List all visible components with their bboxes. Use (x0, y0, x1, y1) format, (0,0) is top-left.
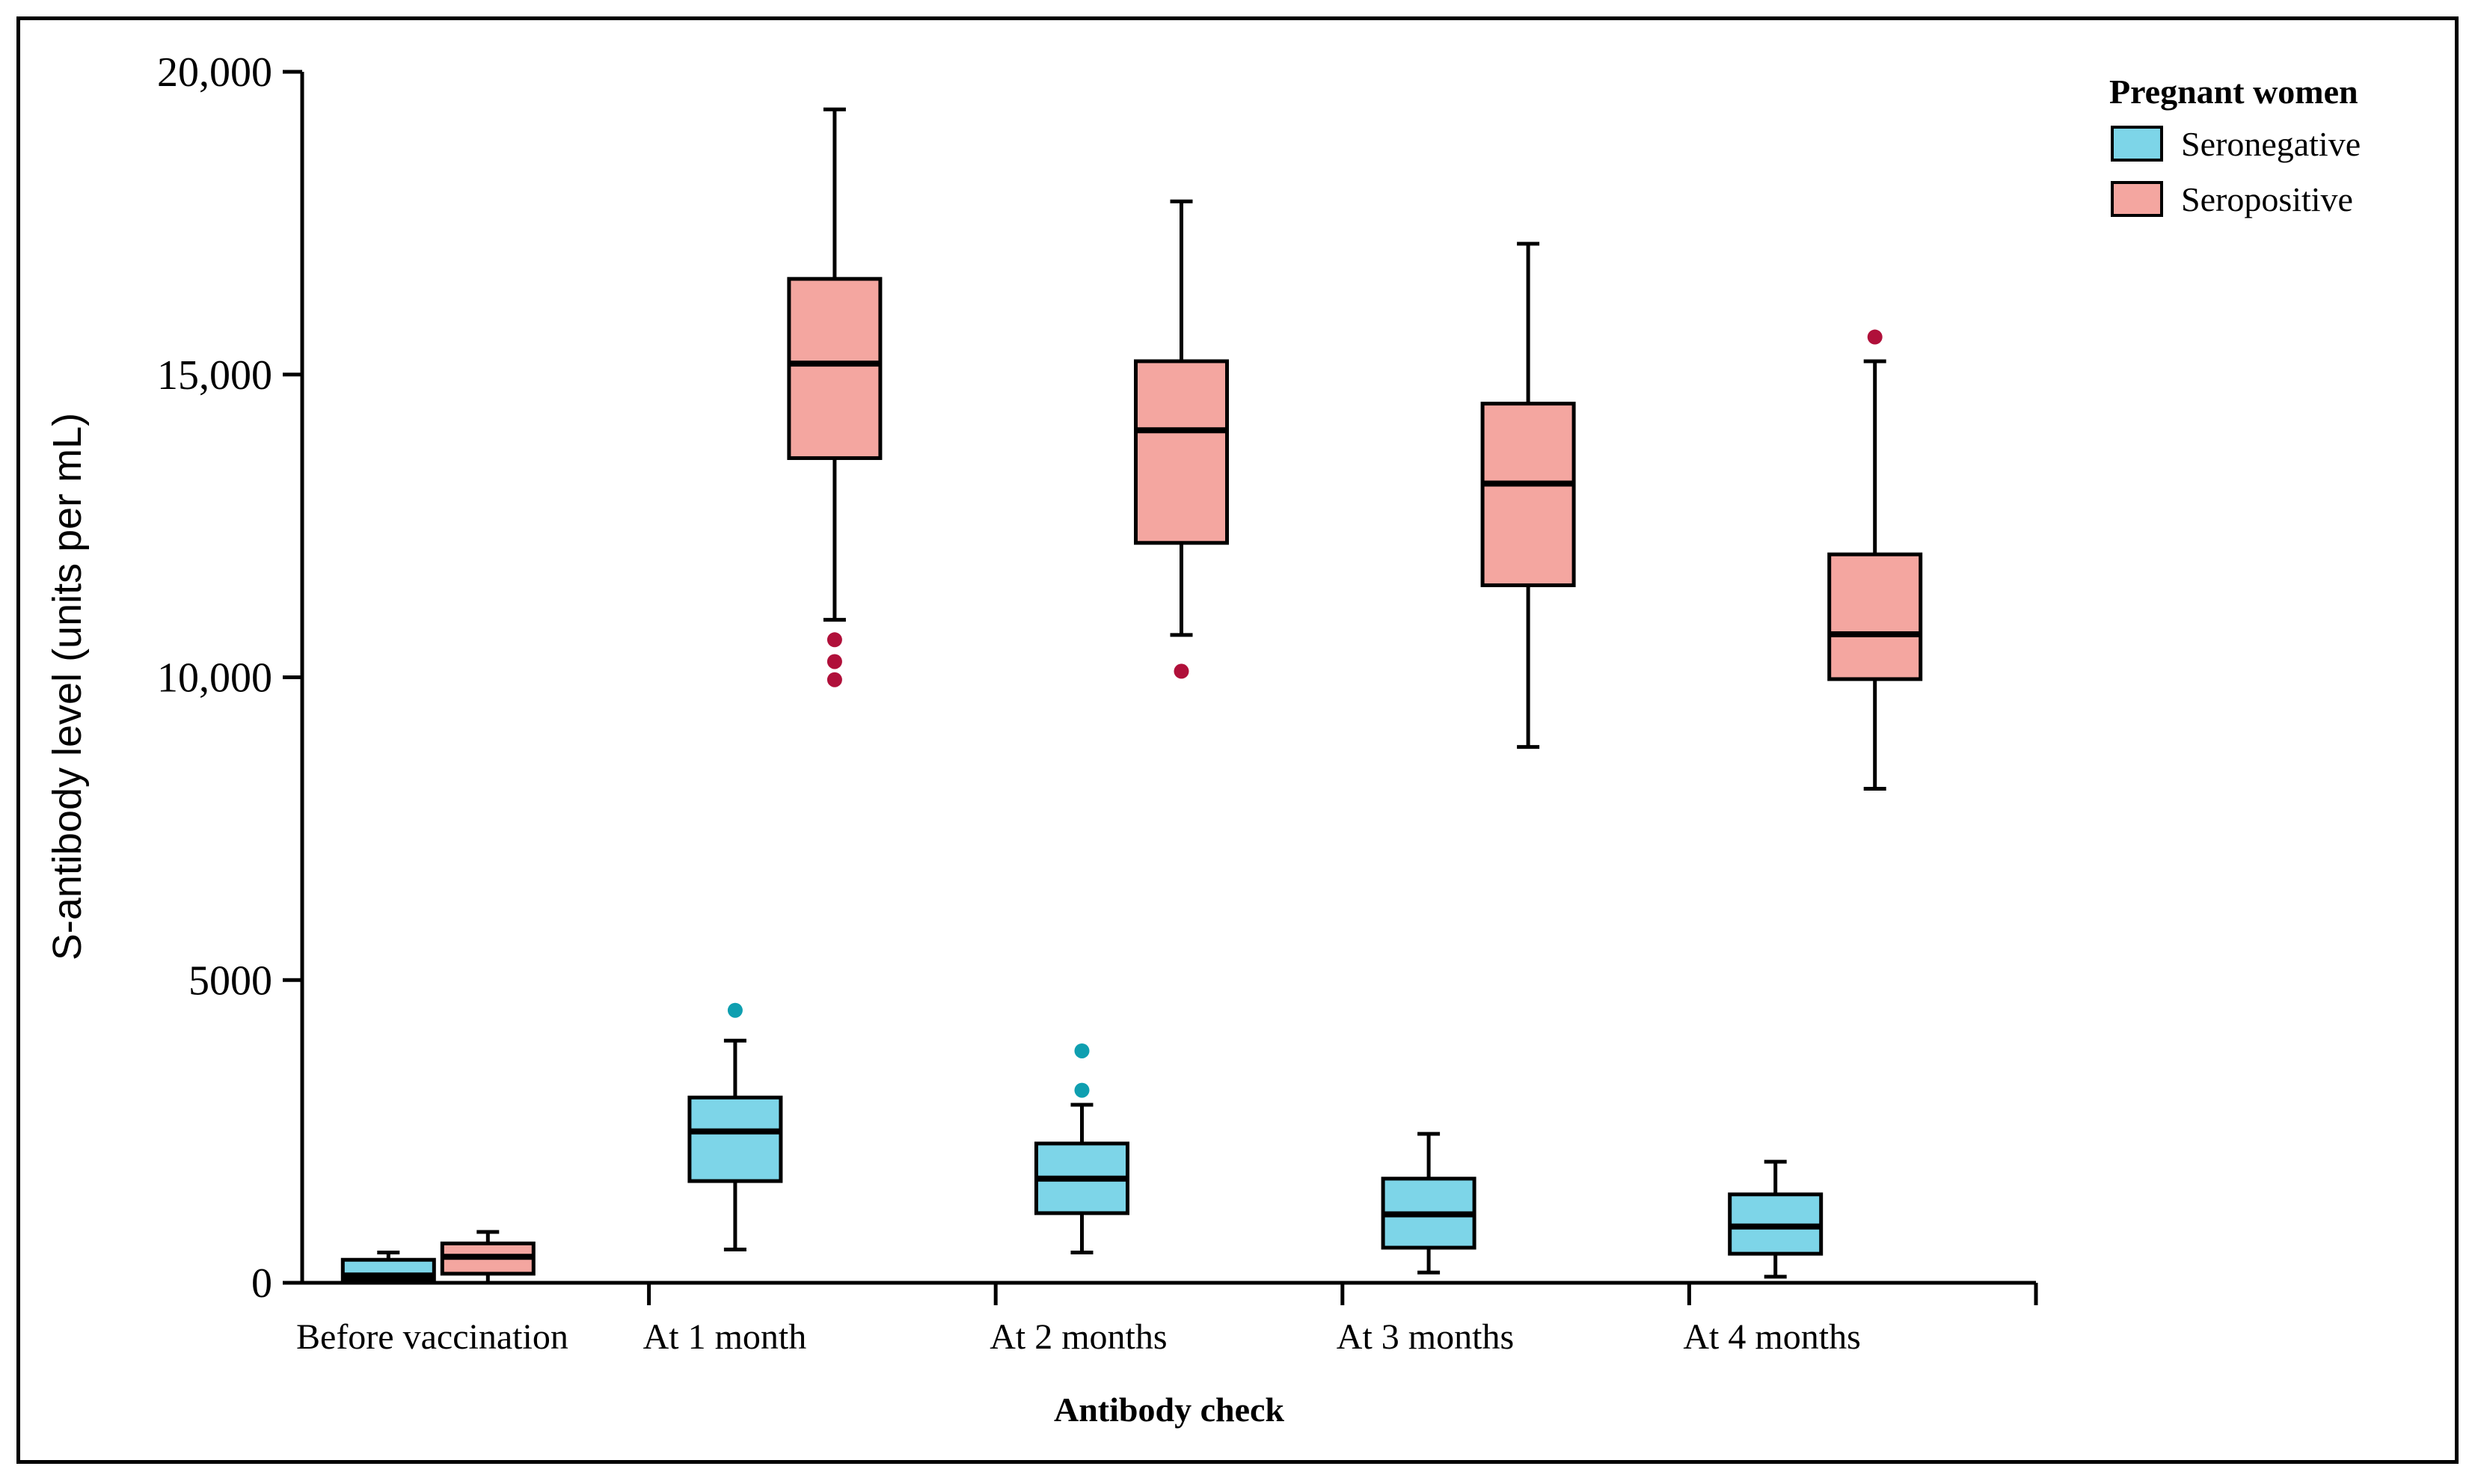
y-tick-label: 10,000 (157, 655, 272, 702)
box-seropositive-at-3-months (1480, 242, 1576, 749)
chart-frame (16, 16, 2459, 1464)
box-seropositive-at-2-months (1134, 199, 1229, 679)
outlier-point (1174, 663, 1189, 679)
box-seropositive-at-1-month (787, 107, 883, 687)
outlier-point (826, 632, 842, 648)
box-seronegative-at-4-months (1728, 1159, 1824, 1279)
box-iqr (1480, 402, 1576, 587)
y-tick-label: 0 (251, 1260, 272, 1307)
y-tick-label: 20,000 (157, 49, 272, 96)
legend-label-seronegative: Seronegative (2181, 125, 2361, 163)
box-iqr (1827, 552, 1923, 681)
box-seropositive-before-vaccination (440, 1230, 536, 1285)
legend-swatch-seronegative (2111, 126, 2163, 162)
x-tick-label: Before vaccination (296, 1317, 568, 1357)
legend-title: Pregnant women (2109, 73, 2358, 111)
y-tick-label: 5000 (188, 957, 272, 1004)
x-axis-label: Antibody check (1054, 1391, 1284, 1429)
legend-swatch-seropositive (2111, 181, 2163, 217)
series-seronegative (340, 1002, 1824, 1285)
x-tick-label: At 2 months (990, 1317, 1167, 1357)
y-axis-label: S-antibody level (units per mL) (45, 413, 90, 960)
axes (300, 72, 2036, 1285)
y-tick-label: 15,000 (157, 352, 272, 399)
outlier-point (826, 672, 842, 687)
legend-label-seropositive: Seropositive (2181, 180, 2353, 218)
box-iqr (1134, 359, 1229, 545)
box-seronegative-before-vaccination (340, 1251, 436, 1285)
outlier-point (826, 654, 842, 669)
box-iqr (787, 277, 883, 460)
x-tick-label: At 3 months (1337, 1317, 1514, 1357)
series-seropositive (440, 107, 1923, 1285)
outlier-point (1867, 329, 1883, 345)
box-series (340, 107, 1923, 1285)
x-ticks: Before vaccination At 1 month At 2 months A… (296, 1283, 2038, 1357)
box-seronegative-at-2-months (1034, 1043, 1129, 1255)
x-tick-label: At 4 months (1683, 1317, 1860, 1357)
legend: Pregnant women Seronegative Seropositive (2109, 73, 2361, 218)
y-ticks: 0 5000 10,000 15,000 20,000 (157, 49, 302, 1307)
box-seronegative-at-3-months (1381, 1132, 1476, 1275)
box-seropositive-at-4-months (1827, 329, 1923, 791)
box-seronegative-at-1-month (687, 1002, 783, 1251)
box-iqr (687, 1095, 783, 1183)
outlier-point (1074, 1082, 1090, 1098)
outlier-point (727, 1002, 743, 1018)
x-tick-label: At 1 month (643, 1317, 807, 1357)
outlier-point (1074, 1043, 1090, 1058)
